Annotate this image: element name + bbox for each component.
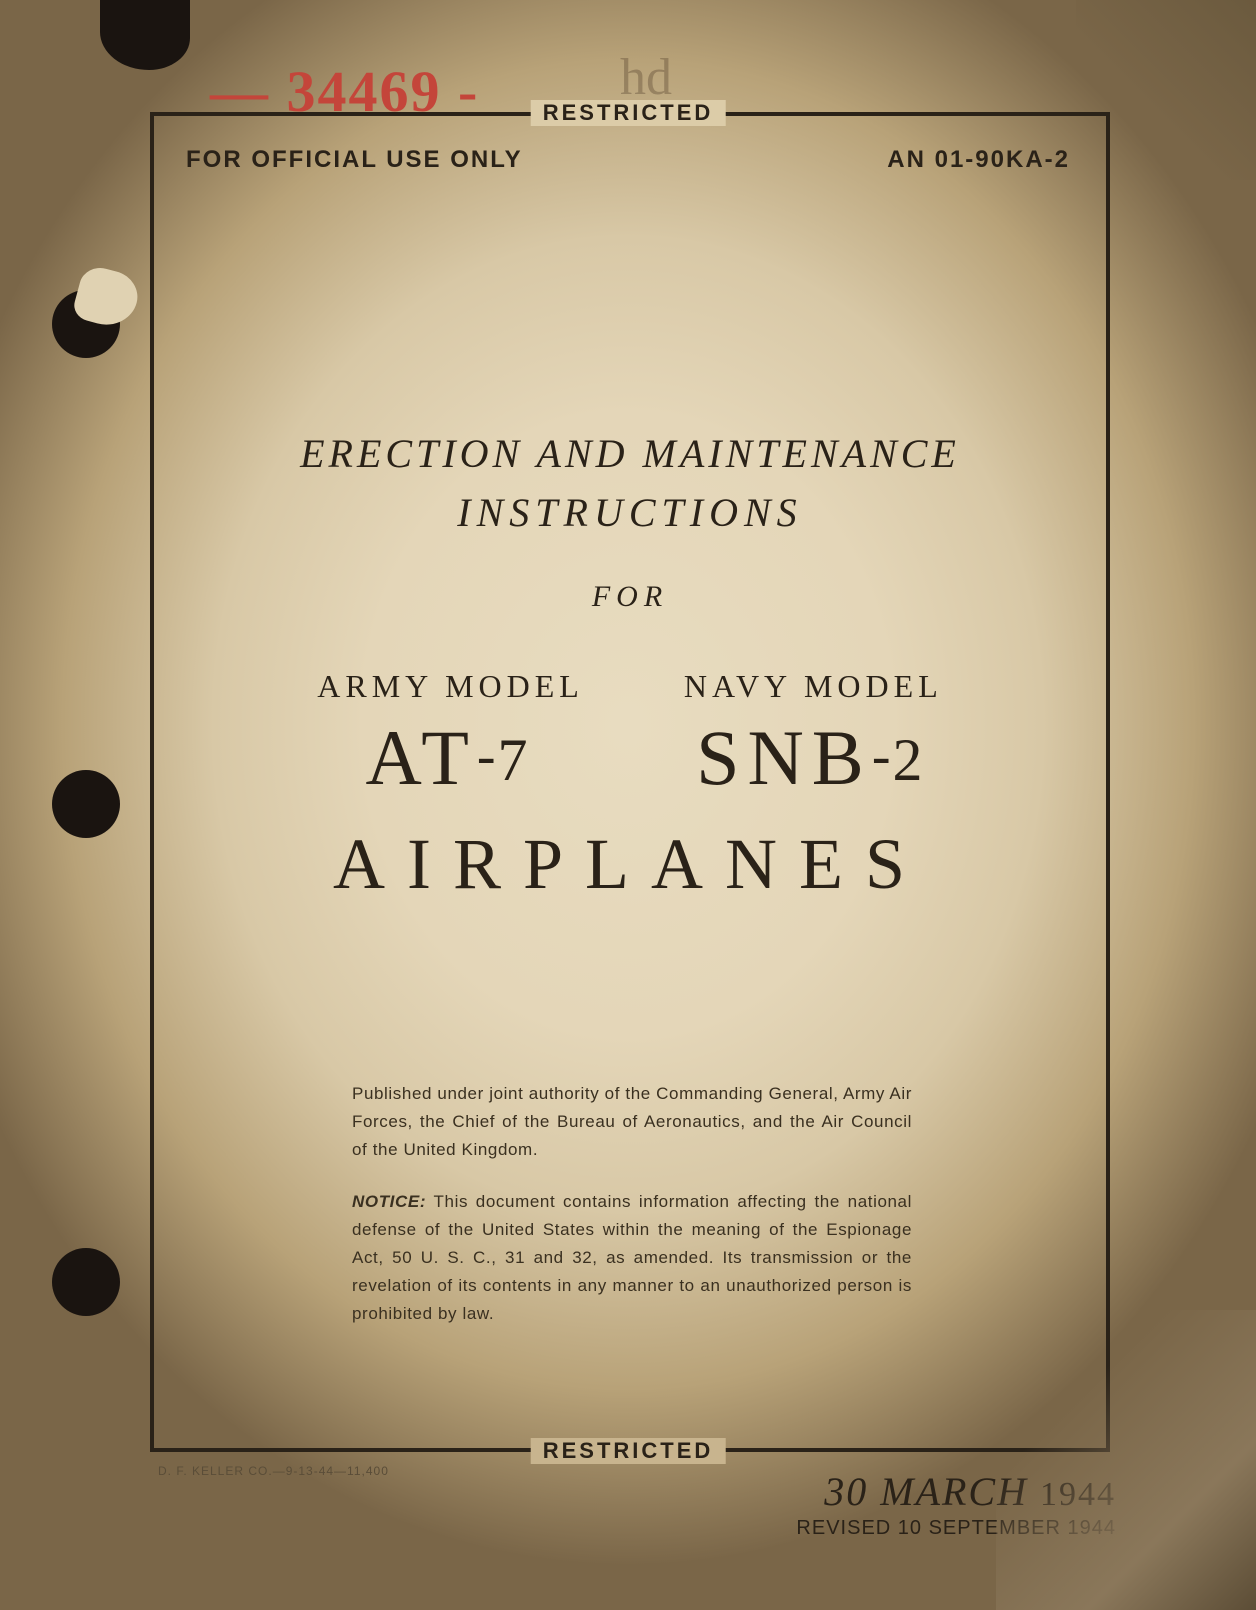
punch-hole [52,290,120,358]
classification-bottom: RESTRICTED [531,1438,726,1464]
models-row: ARMY MODEL AT-7 NAVY MODEL SNB-2 [150,668,1110,803]
army-model-column: ARMY MODEL AT-7 [317,668,584,803]
navy-dash: - [872,725,893,787]
title-for: FOR [150,580,1110,614]
notice-block: Published under joint authority of the C… [352,1080,912,1352]
date-day: 30 [824,1469,868,1514]
punch-hole [52,1248,120,1316]
date-month: MARCH [880,1469,1028,1514]
navy-prefix: SNB [696,714,872,801]
date-year: 1944 [1040,1476,1116,1513]
official-use-label: FOR OFFICIAL USE ONLY [186,146,523,174]
army-number: 7 [498,727,536,793]
army-prefix: AT [366,714,477,801]
title-block: ERECTION AND MAINTENANCE INSTRUCTIONS FO… [150,430,1110,906]
handwritten-initials: hd [620,48,672,107]
document-page: — 34469 - hd RESTRICTED RESTRICTED FOR O… [0,0,1256,1610]
printer-imprint: D. F. KELLER CO.—9-13-44—11,400 [158,1464,389,1478]
notice-lead: NOTICE: [352,1192,426,1211]
navy-model-name: SNB-2 [684,713,943,803]
navy-model-column: NAVY MODEL SNB-2 [684,668,943,803]
army-dash: - [477,725,498,787]
navy-number: 2 [892,727,930,793]
airplanes-heading: AIRPLANES [150,823,1110,906]
army-model-label: ARMY MODEL [317,668,584,705]
army-model-name: AT-7 [317,713,584,803]
document-number: AN 01-90KA-2 [887,146,1070,174]
binder-tear [100,0,190,70]
title-line-2: INSTRUCTIONS [150,489,1110,536]
date-block: 30 MARCH 1944 REVISED 10 SEPTEMBER 1944 [796,1468,1116,1540]
punch-hole [52,770,120,838]
classification-top: RESTRICTED [531,100,726,126]
publication-date: 30 MARCH 1944 [796,1468,1116,1515]
revision-date: REVISED 10 SEPTEMBER 1944 [796,1517,1116,1540]
espionage-notice: NOTICE: This document contains informati… [352,1188,912,1328]
navy-model-label: NAVY MODEL [684,668,943,705]
title-line-1: ERECTION AND MAINTENANCE [150,430,1110,477]
notice-body: This document contains information affec… [352,1192,912,1323]
authority-statement: Published under joint authority of the C… [352,1080,912,1164]
